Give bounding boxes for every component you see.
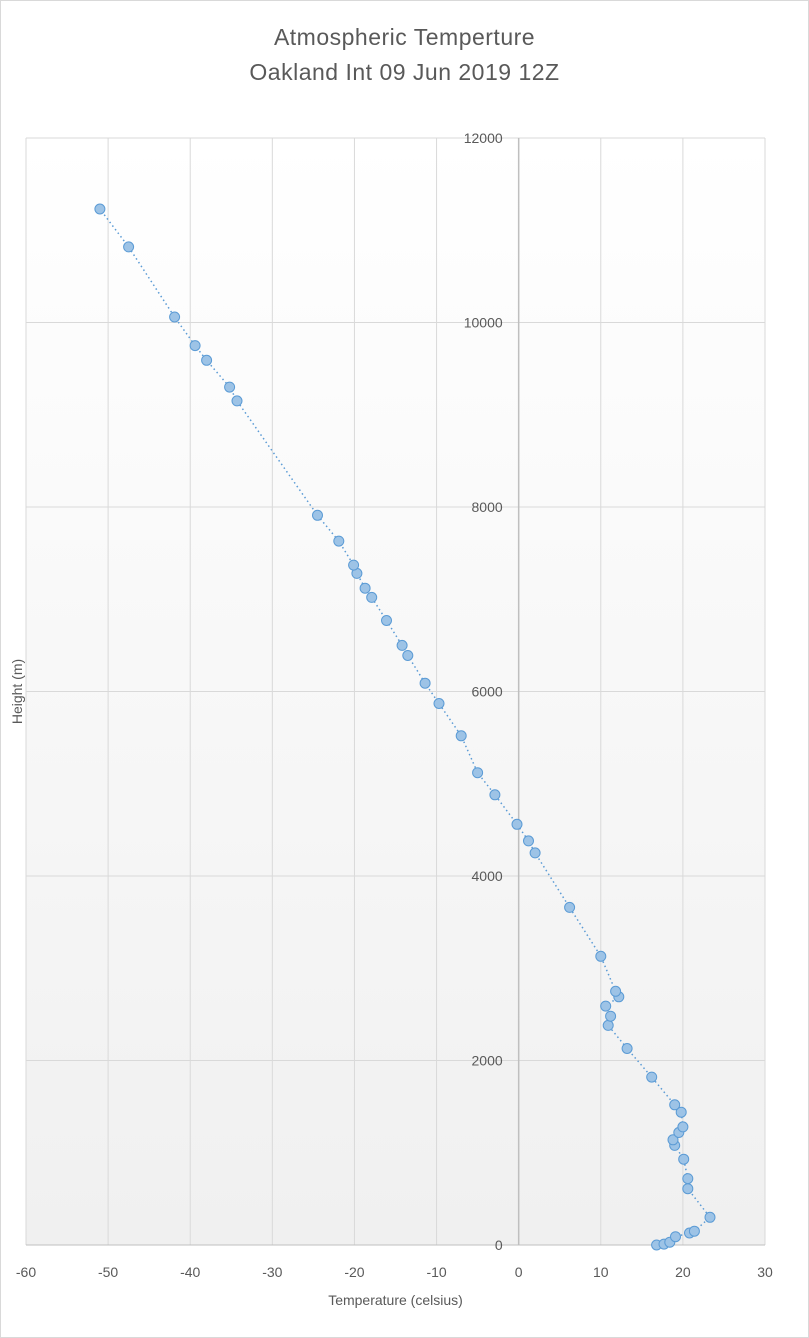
data-point [94, 203, 106, 215]
x-tick-label: -40 [180, 1264, 200, 1280]
data-point [605, 1010, 617, 1022]
y-tick-label: 6000 [472, 684, 503, 700]
x-tick-label: 20 [675, 1264, 691, 1280]
data-point [682, 1183, 694, 1195]
data-point [169, 311, 181, 323]
chart-title-block: Atmospheric Temperture Oakland Int 09 Ju… [0, 20, 809, 90]
gridlines [25, 137, 766, 1245]
data-point [366, 591, 378, 603]
data-point [704, 1211, 716, 1223]
x-axis-label: Temperature (celsius) [328, 1292, 463, 1308]
axes [26, 138, 765, 1246]
data-point [688, 1225, 700, 1237]
data-point [472, 767, 484, 779]
series-markers [94, 203, 716, 1251]
data-point [670, 1231, 681, 1243]
x-tick-label: -30 [262, 1264, 282, 1280]
data-point [231, 395, 243, 407]
data-point [610, 985, 622, 997]
data-point [564, 901, 576, 913]
data-point [621, 1043, 633, 1054]
data-point [669, 1099, 681, 1111]
y-tick-label: 4000 [472, 868, 503, 884]
x-tick-label: 10 [593, 1264, 609, 1280]
y-tick-label: 2000 [472, 1053, 503, 1069]
y-tick-label: 8000 [472, 499, 503, 515]
data-point [433, 698, 445, 709]
data-point [419, 677, 431, 689]
data-point [602, 1019, 614, 1031]
x-tick-label: -10 [426, 1264, 446, 1280]
data-point [677, 1121, 689, 1133]
data-point [312, 509, 323, 521]
data-point [682, 1173, 694, 1185]
data-point [667, 1134, 679, 1146]
tick-labels: -60 -50 -40 -30 -20 -10 0 10 20 30 0 2000 4000 6000 80… [16, 130, 773, 1280]
data-point [455, 730, 467, 742]
y-tick-label: 10000 [464, 315, 503, 331]
data-point [381, 615, 392, 626]
x-tick-label: -60 [16, 1264, 36, 1280]
data-point [201, 354, 213, 366]
data-point [529, 847, 541, 859]
data-point [511, 818, 523, 830]
x-tick-label: 30 [757, 1264, 773, 1280]
chart-title: Atmospheric Temperture [273, 24, 536, 50]
data-point [523, 835, 534, 847]
data-point [359, 582, 371, 594]
data-point [224, 381, 236, 393]
chart-subtitle: Oakland Int 09 Jun 2019 12Z [249, 59, 560, 85]
data-point [333, 535, 345, 547]
data-point [678, 1153, 690, 1165]
data-point [123, 241, 135, 253]
data-point [489, 789, 501, 801]
y-tick-label: 0 [495, 1237, 503, 1253]
data-point [189, 340, 201, 352]
data-point [402, 650, 414, 661]
y-axis-label: Height (m) [9, 659, 25, 724]
data-point [348, 559, 360, 571]
data-point [396, 639, 408, 651]
x-tick-label: -20 [344, 1264, 364, 1280]
data-point [600, 1000, 612, 1012]
x-tick-label: 0 [515, 1264, 523, 1280]
data-point [595, 950, 607, 962]
x-tick-label: -50 [98, 1264, 118, 1280]
data-point [675, 1106, 687, 1118]
data-point [646, 1071, 658, 1083]
y-tick-label: 12000 [464, 130, 503, 146]
